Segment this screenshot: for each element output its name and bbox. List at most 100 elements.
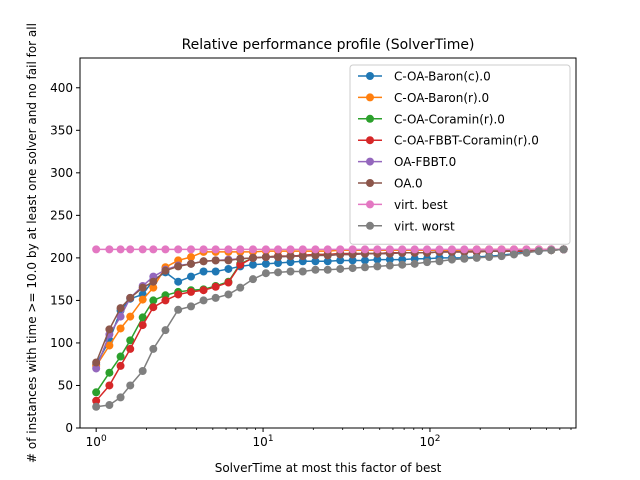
data-point <box>174 290 183 299</box>
data-point <box>199 257 208 266</box>
data-point <box>336 245 345 254</box>
data-point <box>174 305 183 314</box>
legend-item: virt. best <box>358 198 448 212</box>
data-point <box>224 245 233 254</box>
data-point <box>274 268 283 277</box>
x-axis-ticks: 100 101 102 <box>86 428 572 449</box>
data-point <box>105 325 114 334</box>
series-6 <box>92 245 568 254</box>
data-point <box>248 245 257 254</box>
data-point <box>126 312 135 321</box>
data-point <box>373 255 382 264</box>
legend-item: C-OA-FBBT-Coramin(r).0 <box>358 134 539 148</box>
data-point <box>92 388 101 397</box>
legend-label: virt. best <box>394 198 448 212</box>
data-point <box>323 245 332 254</box>
data-point <box>460 254 469 263</box>
data-point <box>224 290 233 299</box>
legend-item: C-OA-Baron(c).0 <box>358 70 491 84</box>
data-point <box>261 259 270 268</box>
data-point <box>323 251 332 260</box>
data-point <box>174 277 183 286</box>
data-point <box>116 393 125 402</box>
data-point <box>236 245 245 254</box>
legend-swatch-marker <box>366 179 374 187</box>
data-point <box>274 253 283 262</box>
data-point <box>360 245 369 254</box>
legend-label: OA-FBBT.0 <box>394 155 456 169</box>
data-point <box>116 352 125 361</box>
data-point <box>187 259 196 268</box>
data-point <box>248 275 257 284</box>
plot-frame <box>79 57 577 429</box>
legend-swatch-marker <box>366 136 374 145</box>
data-point <box>211 267 220 276</box>
x-axis-label: SolverTime at most this factor of best <box>215 461 442 475</box>
y-tick-label: 300 <box>50 166 73 180</box>
data-point <box>138 283 147 292</box>
data-point <box>472 245 481 254</box>
data-point <box>534 247 543 256</box>
legend-item: C-OA-Baron(r).0 <box>358 91 489 105</box>
legend: C-OA-Baron(c).0 C-OA-Baron(r).0 C-OA-Coram… <box>349 64 571 245</box>
data-point <box>187 302 196 311</box>
data-point <box>126 381 135 390</box>
data-point <box>199 286 208 295</box>
series-layer <box>92 245 568 411</box>
data-point <box>348 245 357 254</box>
legend-box <box>349 64 571 245</box>
legend-item: virt. worst <box>358 219 455 233</box>
data-point <box>161 296 170 305</box>
data-point <box>311 265 320 274</box>
y-tick-label: 50 <box>58 378 73 392</box>
data-point <box>126 344 135 353</box>
data-point <box>472 253 481 262</box>
data-point <box>105 341 114 350</box>
data-point <box>236 283 245 292</box>
data-point <box>398 260 407 269</box>
data-point <box>348 264 357 273</box>
data-point <box>286 252 295 261</box>
data-point <box>199 267 208 276</box>
data-point <box>286 245 295 254</box>
data-point <box>360 263 369 272</box>
data-point <box>126 336 135 345</box>
data-point <box>398 245 407 254</box>
x-tick-label: 101 <box>253 434 274 449</box>
data-point <box>149 344 158 353</box>
data-point <box>138 321 147 330</box>
data-point <box>224 278 233 287</box>
legend-swatch-marker <box>366 200 374 209</box>
data-point <box>485 253 494 262</box>
data-point <box>248 260 257 269</box>
data-point <box>435 257 444 266</box>
data-point <box>236 254 245 263</box>
legend-label: C-OA-FBBT-Coramin(r).0 <box>394 134 539 148</box>
y-tick-label: 100 <box>50 336 73 350</box>
data-point <box>336 256 345 265</box>
data-point <box>286 258 295 267</box>
data-point <box>298 252 307 261</box>
data-point <box>116 312 125 321</box>
data-point <box>149 245 158 254</box>
data-point <box>211 256 220 265</box>
data-point <box>161 266 170 275</box>
data-point <box>174 245 183 254</box>
data-point <box>199 296 208 305</box>
data-point <box>149 277 158 286</box>
series-7 <box>92 245 568 411</box>
data-point <box>435 245 444 254</box>
legend-swatch-marker <box>366 72 374 80</box>
y-tick-label: 400 <box>50 81 73 95</box>
data-point <box>105 368 114 377</box>
data-point <box>311 245 320 254</box>
data-point <box>187 245 196 254</box>
data-point <box>497 252 506 261</box>
data-point <box>385 261 394 270</box>
y-tick-label: 150 <box>50 293 73 307</box>
data-point <box>460 245 469 254</box>
data-point <box>161 245 170 254</box>
data-point <box>138 295 147 304</box>
data-point <box>138 245 147 254</box>
